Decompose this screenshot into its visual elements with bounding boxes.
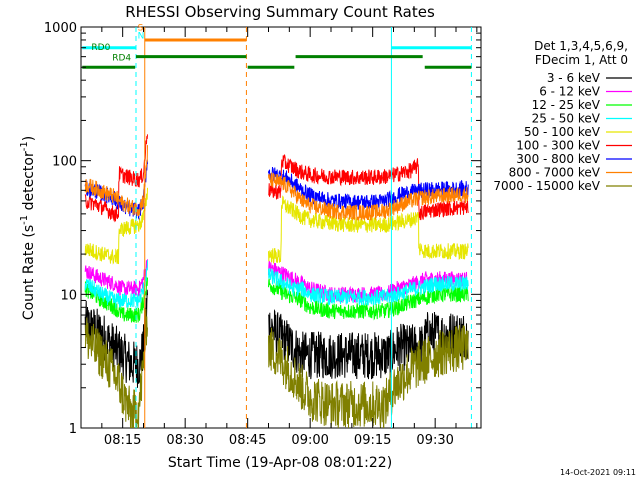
axis-ticks: 08:15 08:30 08:45 09:00 09:15 09:30 1 10 100 1000 [44,21,481,448]
legend-item-label-5: 50 - 100 keV [524,125,601,139]
series-8-seg1-line [84,145,148,217]
generated-timestamp: 14-Oct-2021 09:11 [560,468,636,477]
series-6-seg2-line [268,154,469,221]
y-axis-label-prefix: Count Rate (s [21,225,37,320]
series-7-seg2-line [268,166,469,211]
series-4-seg1-line [84,260,148,309]
legend-item-label-6: 100 - 300 keV [516,139,600,153]
flag-label-1: S [138,24,144,34]
series-8 [84,145,469,222]
legend-header-line-2: FDecim 1, Att 0 [535,53,628,67]
legend-item-label-3: 12 - 25 keV [532,98,601,112]
y-axis-label-close: ) [21,136,37,141]
x-tick-label-5: 09:15 [354,433,391,448]
series-6 [84,134,469,223]
flag-label-3: RD0 [91,43,110,53]
series-5 [84,187,469,265]
legend-item-label-9: 7000 - 15000 keV [493,179,600,193]
x-axis-label: Start Time (19-Apr-08 08:01:22) [168,455,392,471]
series-9-seg2-line [268,325,469,428]
series-5-seg2-line [268,195,469,264]
chart-title: RHESSI Observing Summary Count Rates [125,3,435,21]
legend-item-label-7: 300 - 800 keV [516,152,600,166]
series-2-seg1-line [84,259,148,297]
series-layer [84,134,469,428]
series-1-seg2-line [268,309,469,380]
series-5-seg1-line [84,187,148,265]
legend-item-label-8: 800 - 7000 keV [509,166,601,180]
series-4-seg2-line [268,267,469,306]
series-9 [84,309,469,428]
flag-label-2: N [138,32,145,42]
series-9-seg1-line [84,309,148,428]
y-tick-label-1: 1 [69,422,77,437]
y-tick-label-4: 1000 [44,21,77,36]
x-tick-label-4: 09:00 [291,433,328,448]
flag-label-4: RD4 [112,54,131,64]
series-4 [84,260,469,309]
x-tick-label-6: 09:30 [416,433,453,448]
legend-item-label-1: 3 - 6 keV [547,71,601,85]
y-tick-label-3: 100 [52,155,77,170]
plot-frame [80,26,482,429]
series-6-seg1-line [84,134,148,223]
x-tick-label-3: 08:45 [229,433,266,448]
y-tick-label-2: 10 [60,288,77,303]
y-axis-label-exponent-2: -1 [19,141,30,151]
x-tick-label-1: 08:15 [104,433,141,448]
legend-item-label-4: 25 - 50 keV [532,112,601,126]
legend: Det 1,3,4,5,6,9, FDecim 1, Att 0 3 - 6 k… [493,39,632,193]
vertical-markers [135,27,472,428]
y-axis-label-suffix: detector [21,151,37,215]
series-8-seg2-line [268,172,469,222]
y-axis-label-exponent: -1 [19,215,30,225]
series-3-seg2-line [268,278,469,321]
legend-item-label-2: 6 - 12 keV [539,85,601,99]
x-tick-label-2: 08:30 [166,433,203,448]
legend-header-line-1: Det 1,3,4,5,6,9, [534,39,628,53]
y-axis-label: Count Rate (s-1 detector-1) [19,136,37,320]
